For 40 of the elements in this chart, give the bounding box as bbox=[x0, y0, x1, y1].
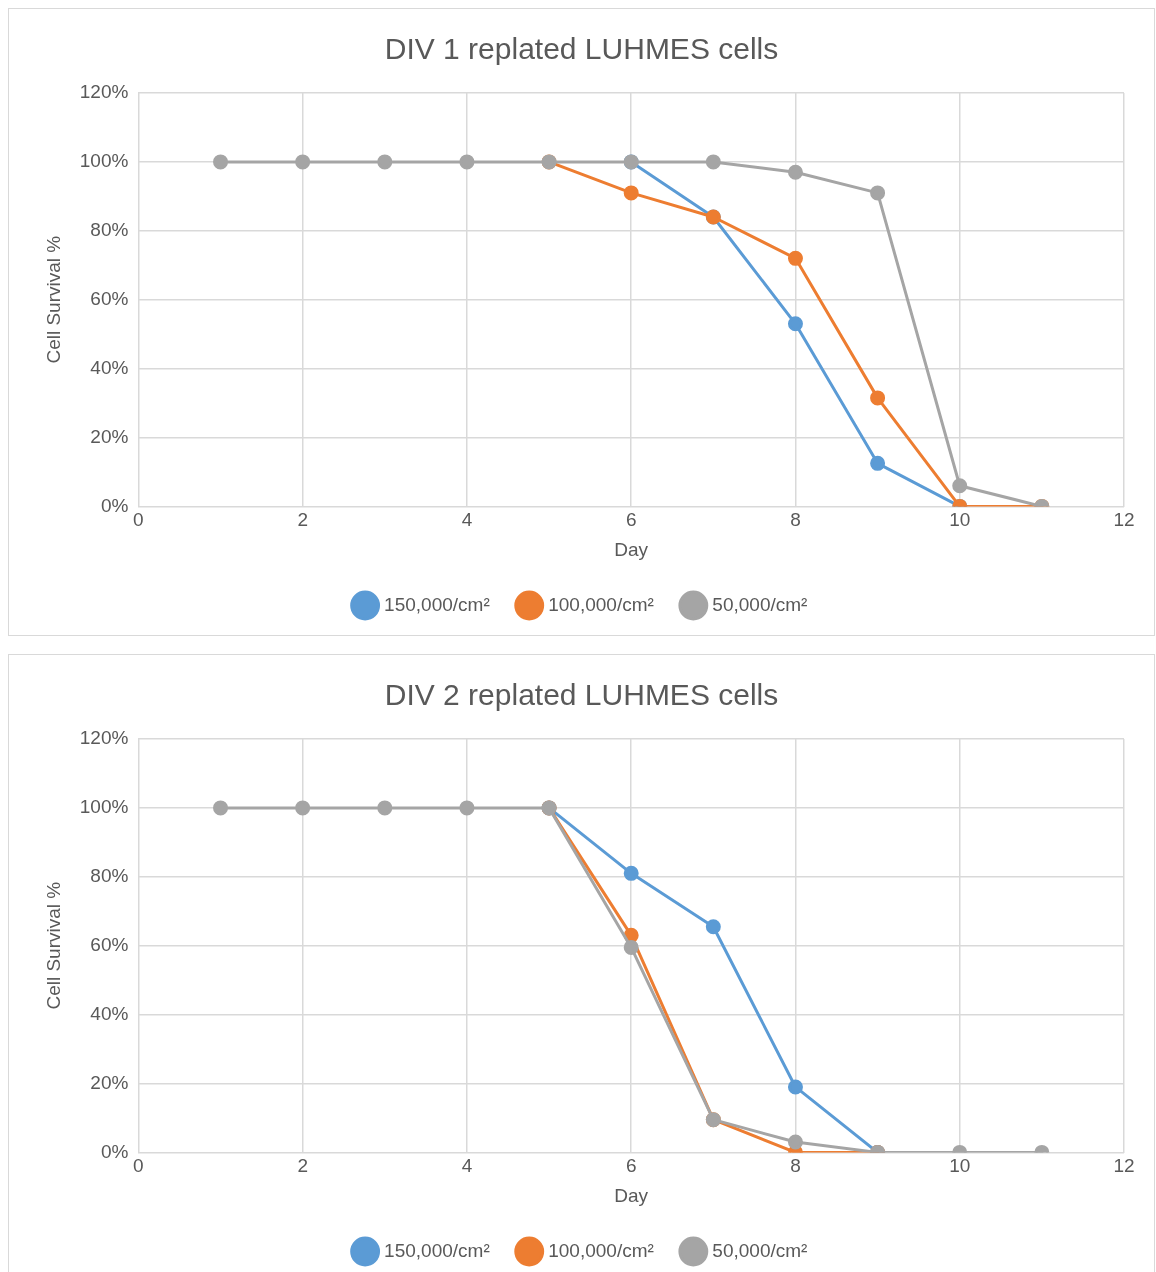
x-axis-title: Day bbox=[614, 538, 649, 560]
x-tick-label: 6 bbox=[625, 1155, 637, 1177]
y-tick-label: 80% bbox=[90, 219, 129, 241]
y-tick-label: 40% bbox=[90, 356, 129, 378]
y-tick-label: 100% bbox=[79, 150, 129, 172]
chart-title: DIV 2 replated LUHMES cells bbox=[384, 678, 779, 712]
y-tick-label: 40% bbox=[90, 1002, 129, 1024]
y-tick-label: 20% bbox=[90, 1071, 129, 1093]
x-tick-label: 12 bbox=[1113, 1155, 1135, 1177]
x-axis-title: Day bbox=[614, 1184, 649, 1206]
x-tick-label: 8 bbox=[790, 509, 801, 531]
y-axis-title: Cell Survival % bbox=[42, 235, 64, 364]
y-axis-title: Cell Survival % bbox=[42, 881, 64, 1010]
x-tick-label: 6 bbox=[625, 509, 637, 531]
y-tick-label: 120% bbox=[79, 81, 129, 103]
x-tick-label: 2 bbox=[297, 1155, 308, 1177]
chart-title: DIV 1 replated LUHMES cells bbox=[384, 32, 779, 66]
y-tick-label: 20% bbox=[90, 425, 129, 447]
x-tick-label: 4 bbox=[461, 509, 473, 531]
x-tick-label: 0 bbox=[133, 1155, 144, 1177]
x-tick-label: 2 bbox=[297, 509, 308, 531]
legend-label: 150,000/cm² bbox=[384, 593, 490, 615]
x-tick-label: 10 bbox=[949, 509, 971, 531]
x-tick-label: 8 bbox=[790, 1155, 801, 1177]
y-tick-label: 120% bbox=[79, 727, 129, 749]
legend-label: 100,000/cm² bbox=[548, 1239, 654, 1261]
y-tick-label: 80% bbox=[90, 865, 129, 887]
y-tick-label: 60% bbox=[90, 287, 129, 309]
y-tick-label: 60% bbox=[90, 933, 129, 955]
y-tick-label: 100% bbox=[79, 796, 129, 818]
x-tick-label: 10 bbox=[949, 1155, 971, 1177]
x-tick-label: 4 bbox=[461, 1155, 473, 1177]
legend-label: 50,000/cm² bbox=[712, 1239, 808, 1261]
x-tick-label: 0 bbox=[133, 509, 144, 531]
legend-label: 100,000/cm² bbox=[548, 593, 654, 615]
legend-label: 150,000/cm² bbox=[384, 1239, 490, 1261]
legend-label: 50,000/cm² bbox=[712, 593, 808, 615]
y-tick-label: 0% bbox=[100, 1140, 129, 1162]
x-tick-label: 12 bbox=[1113, 509, 1135, 531]
y-tick-label: 0% bbox=[100, 494, 129, 516]
